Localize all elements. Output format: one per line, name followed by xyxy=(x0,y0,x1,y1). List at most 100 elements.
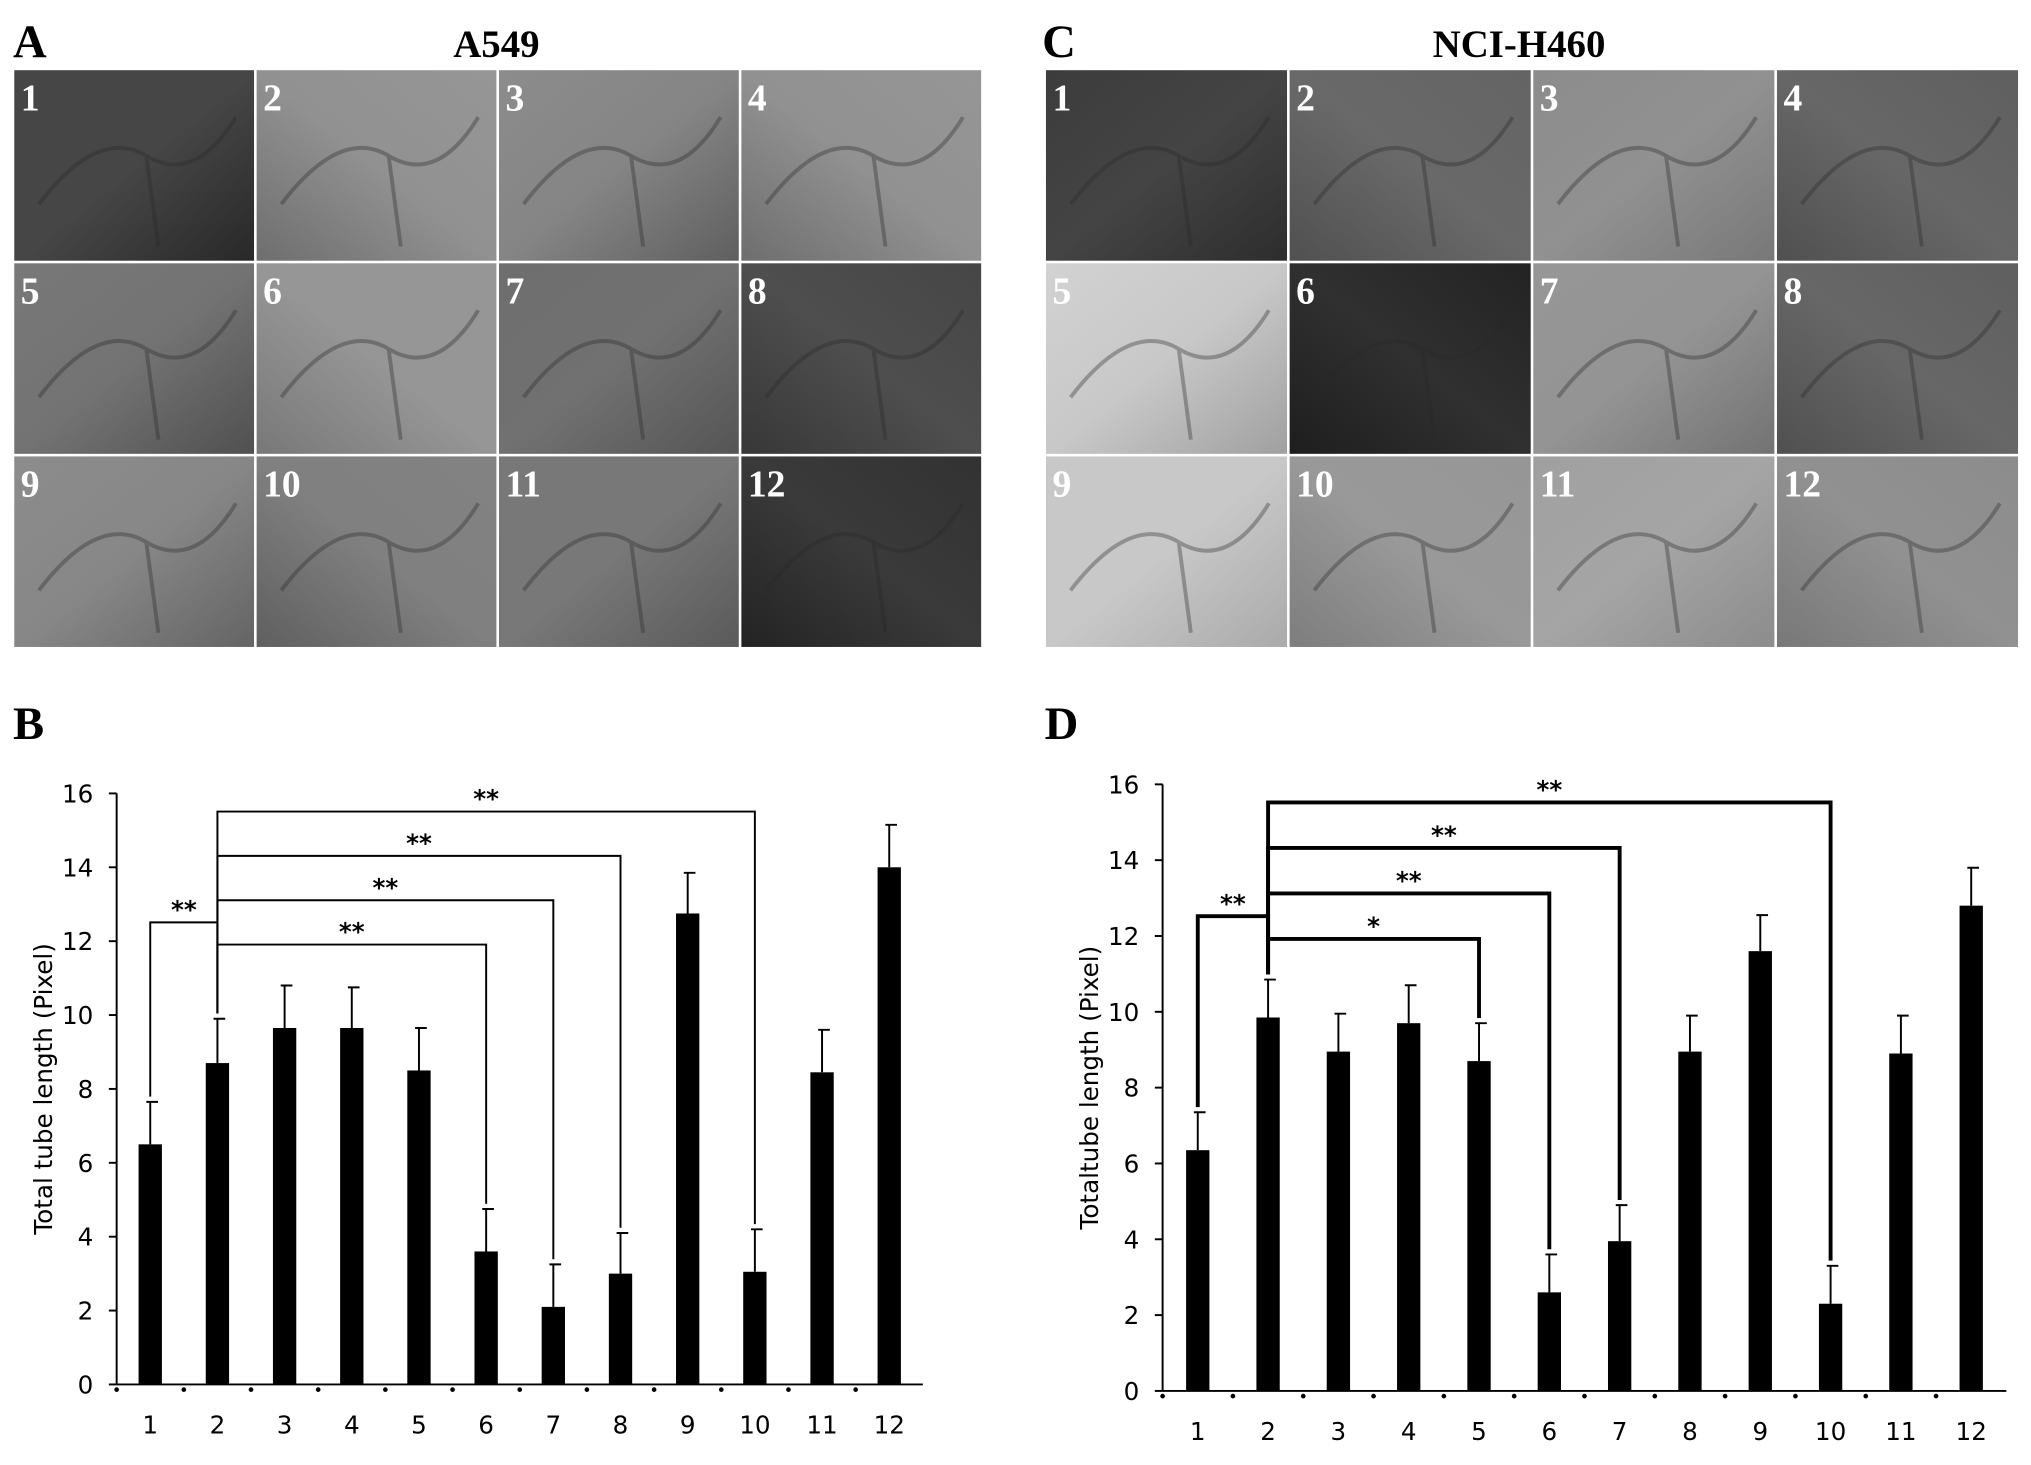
x-tick xyxy=(450,1387,455,1392)
significance-bracket xyxy=(1266,800,1833,1261)
x-tick xyxy=(1863,1393,1869,1399)
tube-network xyxy=(522,309,723,440)
y-tick-label: 8 xyxy=(78,1075,94,1104)
x-tick-label: 10 xyxy=(739,1411,770,1440)
micrograph xyxy=(1045,456,1288,647)
error-bar xyxy=(347,986,360,1028)
cell-number: 3 xyxy=(505,78,524,119)
tube-network xyxy=(1069,502,1271,633)
cell-number: 1 xyxy=(21,78,40,119)
significance-label: ** xyxy=(1536,776,1562,805)
y-tick-label: 4 xyxy=(1124,1225,1140,1254)
micrograph xyxy=(1289,70,1531,261)
cell-number: 10 xyxy=(263,465,301,506)
micrograph xyxy=(1289,456,1531,647)
tube-network xyxy=(1312,116,1515,247)
cell-number: 8 xyxy=(1783,271,1802,312)
bar xyxy=(877,867,901,1385)
bar xyxy=(1397,1023,1421,1391)
x-tick-label: 11 xyxy=(1885,1417,1916,1446)
error-bar xyxy=(1334,1012,1347,1052)
x-tick xyxy=(1652,1393,1658,1399)
tube-network xyxy=(1556,502,1758,633)
error-bar xyxy=(683,871,696,914)
micrograph xyxy=(1776,456,2019,647)
x-tick-label: 6 xyxy=(478,1411,494,1440)
cell-number: 11 xyxy=(1540,465,1576,506)
cell-number: 11 xyxy=(505,465,541,506)
bar xyxy=(541,1306,565,1385)
cell-number: 7 xyxy=(505,271,524,312)
x-tick xyxy=(1441,1393,1447,1399)
cell-number: 1 xyxy=(1052,78,1071,119)
x-tick-label: 4 xyxy=(344,1411,360,1440)
y-tick-label: 0 xyxy=(78,1371,94,1400)
cell-number: 12 xyxy=(1783,465,1821,506)
cell-number: 5 xyxy=(21,271,40,312)
x-tick-label: 9 xyxy=(1752,1417,1768,1446)
x-tick-label: 2 xyxy=(210,1411,226,1440)
significance-bracket xyxy=(1266,937,1481,1019)
cell-number: 9 xyxy=(21,465,40,506)
error-bar xyxy=(1967,866,1980,906)
tube-network xyxy=(279,116,480,247)
error-bar xyxy=(1193,1111,1206,1151)
tube-network xyxy=(764,116,965,247)
micrograph xyxy=(256,70,497,261)
panel-title: A549 xyxy=(453,23,539,66)
tube-network xyxy=(1069,309,1271,440)
x-tick xyxy=(1160,1393,1165,1399)
micrograph xyxy=(14,70,255,261)
micrograph xyxy=(1045,263,1288,454)
tube-network xyxy=(522,116,723,247)
x-tick-label: 8 xyxy=(613,1411,629,1440)
x-tick-label: 3 xyxy=(1331,1417,1347,1446)
cell-number: 8 xyxy=(748,271,767,312)
micrograph xyxy=(1045,70,1288,261)
cell-number: 9 xyxy=(1052,465,1071,506)
micrograph xyxy=(741,456,982,647)
cell-number: 6 xyxy=(263,271,282,312)
bar xyxy=(272,1027,297,1385)
x-tick-label: 5 xyxy=(411,1411,427,1440)
error-bar xyxy=(818,1028,830,1073)
y-tick-label: 0 xyxy=(1124,1377,1140,1406)
y-tick-label: 16 xyxy=(62,779,93,808)
tube-network xyxy=(279,502,480,633)
y-tick-label: 2 xyxy=(1124,1301,1140,1330)
x-tick xyxy=(1511,1393,1517,1399)
cell-number: 12 xyxy=(748,465,786,506)
significance-bracket xyxy=(216,810,756,1225)
x-tick xyxy=(1722,1393,1728,1399)
error-bar xyxy=(1897,1014,1909,1054)
tube-network xyxy=(1312,309,1515,440)
significance-bracket xyxy=(1266,846,1622,1200)
cell-number: 7 xyxy=(1540,271,1559,312)
bar xyxy=(1186,1150,1210,1391)
error-bar xyxy=(1264,978,1276,1018)
x-tick xyxy=(1582,1393,1587,1399)
micrograph xyxy=(14,456,255,647)
cell-number: 3 xyxy=(1540,78,1559,119)
error-bar xyxy=(1756,914,1769,952)
significance-label: ** xyxy=(373,873,399,902)
bar xyxy=(1889,1053,1913,1391)
micrograph xyxy=(14,263,255,454)
bar xyxy=(608,1273,633,1385)
micrograph xyxy=(499,263,739,454)
tube-network xyxy=(1312,502,1515,633)
panel-title: NCI-H460 xyxy=(1433,23,1606,66)
x-tick xyxy=(1230,1393,1236,1399)
cell-number: 4 xyxy=(1783,78,1802,119)
tube-network xyxy=(1800,116,2002,247)
y-tick-label: 8 xyxy=(1124,1074,1140,1103)
significance-label: ** xyxy=(1431,821,1457,850)
y-tick-label: 16 xyxy=(1108,770,1139,799)
y-tick-label: 14 xyxy=(62,853,93,882)
error-bar xyxy=(616,1232,629,1274)
x-tick-label: 4 xyxy=(1401,1417,1417,1446)
micrograph xyxy=(1776,70,2019,261)
significance-label: ** xyxy=(473,785,499,814)
x-tick xyxy=(517,1387,523,1392)
